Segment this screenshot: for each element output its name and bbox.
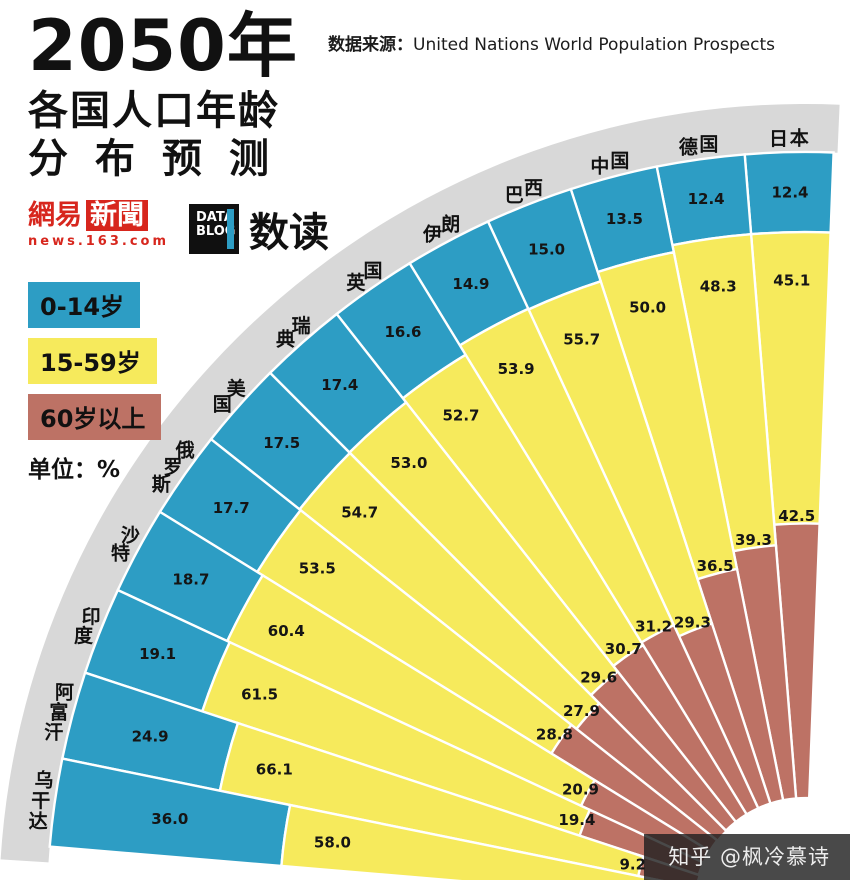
country-label-沙特: 沙: [121, 524, 140, 546]
value-俄罗斯-15-59岁: 53.5: [299, 559, 336, 577]
value-沙特-0-14岁: 18.7: [172, 570, 209, 588]
country-label-印度: 印: [82, 606, 101, 628]
value-巴西-60岁以上: 29.3: [674, 613, 711, 631]
country-label-巴西: 西: [524, 177, 543, 199]
country-label-瑞典: 典: [276, 328, 295, 351]
value-巴西-0-14岁: 15.0: [528, 240, 565, 258]
country-label-英国: 英: [346, 271, 366, 294]
country-label-阿富汗: 汗: [44, 722, 63, 744]
value-瑞典-60岁以上: 29.6: [580, 668, 617, 686]
country-label-阿富汗: 富: [49, 700, 68, 723]
netease-logo-box: 新聞: [86, 199, 148, 232]
value-美国-15-59岁: 54.7: [341, 504, 378, 522]
value-俄罗斯-0-14岁: 17.7: [213, 499, 250, 517]
country-label-美国: 美: [227, 377, 247, 400]
value-阿富汗-0-14岁: 24.9: [132, 727, 169, 745]
netease-url: news.163.com: [28, 234, 170, 250]
country-label-伊朗: 朗: [441, 214, 460, 236]
value-印度-15-59岁: 61.5: [241, 685, 278, 703]
value-伊朗-0-14岁: 14.9: [452, 275, 489, 293]
legend-row-15-59: 15-59岁: [28, 337, 329, 384]
value-德国-15-59岁: 48.3: [700, 277, 737, 295]
value-中国-0-14岁: 13.5: [606, 210, 643, 228]
country-label-乌干达: 乌: [34, 769, 53, 792]
value-日本-60岁以上: 42.5: [778, 507, 815, 525]
data-source: 数据来源：United Nations World Population Pro…: [328, 30, 775, 55]
logo-row: 網易 新聞 news.163.com DATA BLOG 数读: [28, 199, 329, 258]
header-block: 2050年 各国人口年龄 分布预测 網易 新聞 news.163.com DAT…: [28, 5, 329, 484]
country-label-德国: 国: [699, 134, 718, 156]
value-阿富汗-60岁以上: 9.2: [620, 856, 647, 874]
datablog-icon: DATA BLOG: [189, 203, 240, 254]
value-美国-60岁以上: 27.9: [563, 702, 600, 720]
value-美国-0-14岁: 17.5: [263, 434, 300, 452]
country-label-德国: 德: [679, 136, 698, 159]
legend: 0-14岁 15-59岁 60岁以上 单位：%: [28, 281, 329, 484]
netease-logo-text: 網易: [28, 199, 82, 231]
value-俄罗斯-60岁以上: 28.8: [536, 726, 573, 744]
country-label-英国: 国: [363, 260, 382, 282]
value-瑞典-15-59岁: 53.0: [390, 454, 427, 472]
value-德国-60岁以上: 39.3: [735, 531, 772, 549]
country-label-中国: 中: [590, 154, 609, 177]
segment-乌干达-15-59岁: [280, 803, 659, 880]
country-label-俄罗斯: 俄: [175, 439, 195, 462]
value-阿富汗-15-59岁: 66.1: [256, 760, 293, 778]
value-中国-60岁以上: 36.5: [697, 557, 734, 575]
country-label-日本: 日: [769, 128, 788, 150]
country-label-俄罗斯: 罗: [163, 456, 182, 478]
country-label-俄罗斯: 斯: [152, 473, 171, 496]
country-label-日本: 本: [790, 127, 809, 150]
country-label-巴西: 巴: [505, 185, 524, 207]
country-label-阿富汗: 阿: [55, 681, 74, 703]
datablog-accent-bar: [227, 208, 235, 249]
country-label-伊朗: 伊: [422, 222, 442, 245]
value-乌干达-15-59岁: 58.0: [314, 833, 351, 851]
legend-chip-60plus: 60岁以上: [28, 393, 162, 440]
legend-chip-15-59: 15-59岁: [28, 337, 157, 384]
country-label-瑞典: 瑞: [292, 314, 311, 337]
netease-logo: 網易 新聞 news.163.com: [28, 199, 170, 250]
datablog-logo: DATA BLOG 数读: [189, 200, 329, 258]
value-日本-0-14岁: 12.4: [771, 183, 808, 201]
country-label-沙特: 特: [111, 543, 130, 565]
value-德国-0-14岁: 12.4: [688, 190, 725, 208]
page-title-line2: 各国人口年龄: [28, 87, 280, 134]
country-label-美国: 国: [213, 393, 232, 415]
page-title-line3: 分布预测: [28, 135, 296, 182]
country-label-印度: 度: [74, 624, 94, 647]
country-label-中国: 国: [610, 150, 629, 172]
value-中国-15-59岁: 50.0: [629, 299, 666, 317]
value-乌干达-0-14岁: 36.0: [151, 810, 188, 828]
legend-row-60plus: 60岁以上: [28, 393, 329, 440]
legend-chip-0-14: 0-14岁: [28, 281, 141, 328]
unit-label: 单位：%: [28, 456, 121, 483]
value-瑞典-0-14岁: 17.4: [321, 376, 358, 394]
value-英国-0-14岁: 16.6: [384, 323, 421, 341]
value-伊朗-15-59岁: 53.9: [498, 360, 535, 378]
legend-row-0-14: 0-14岁: [28, 281, 329, 328]
value-沙特-15-59岁: 60.4: [268, 622, 305, 640]
value-英国-15-59岁: 52.7: [442, 406, 479, 424]
value-巴西-15-59岁: 55.7: [563, 330, 600, 348]
country-label-乌干达: 干: [31, 790, 50, 812]
value-伊朗-60岁以上: 31.2: [635, 618, 672, 636]
watermark: 知乎 @枫冷慕诗: [644, 834, 850, 880]
datablog-name: 数读: [249, 209, 330, 256]
data-source-value: United Nations World Population Prospect…: [413, 35, 776, 55]
value-日本-15-59岁: 45.1: [773, 271, 810, 289]
value-沙特-60岁以上: 20.9: [562, 780, 599, 798]
value-印度-60岁以上: 19.4: [558, 811, 595, 829]
value-英国-60岁以上: 30.7: [605, 640, 642, 658]
country-label-乌干达: 达: [29, 810, 48, 833]
page-title-year: 2050年: [28, 5, 298, 87]
value-印度-0-14岁: 19.1: [139, 645, 176, 663]
data-source-label: 数据来源：: [328, 35, 413, 55]
